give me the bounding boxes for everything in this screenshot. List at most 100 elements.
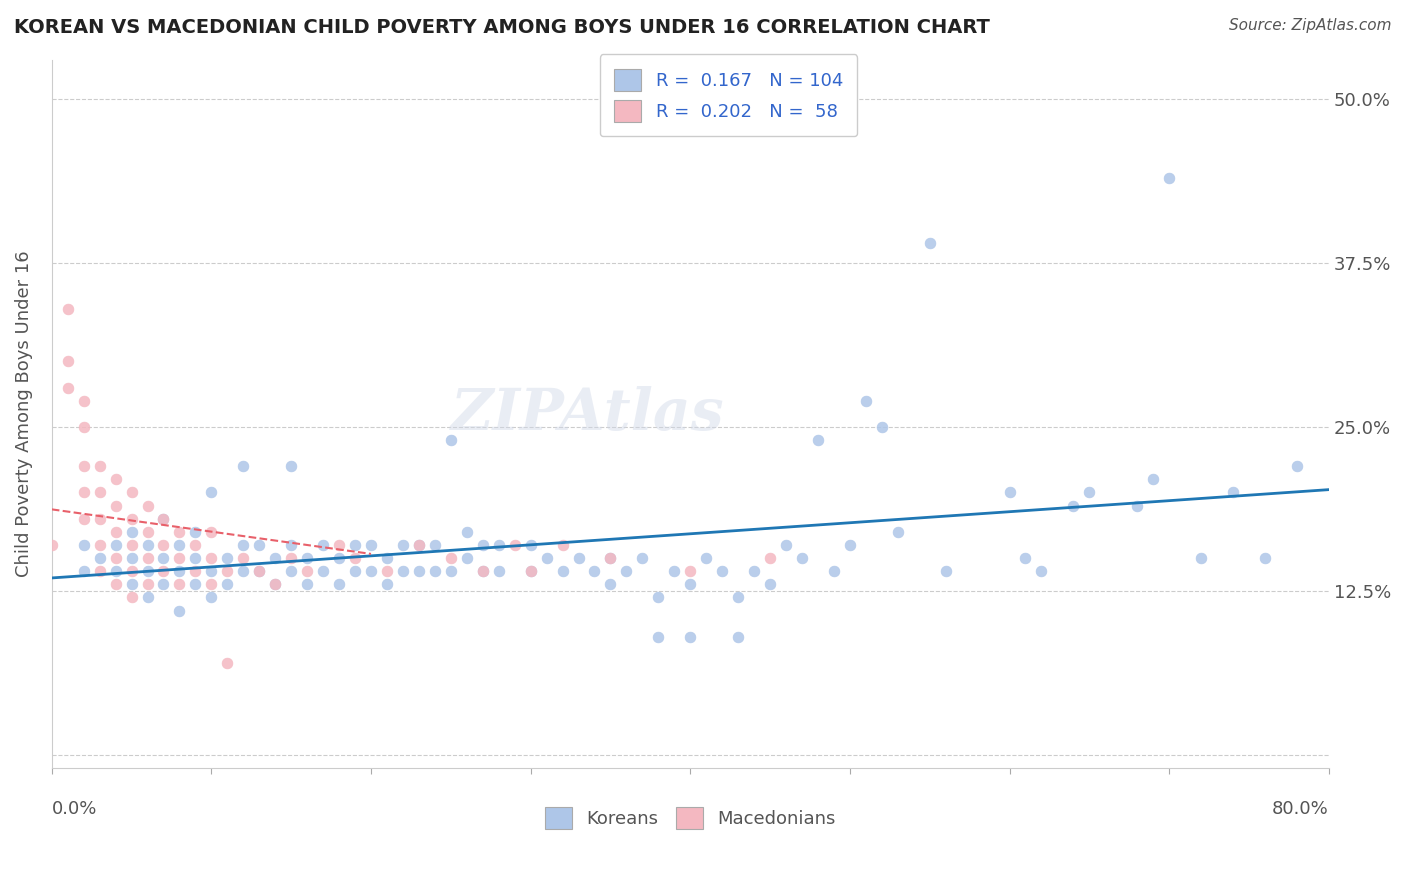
Point <box>136 499 159 513</box>
Point <box>152 512 174 526</box>
Point <box>152 538 174 552</box>
Point <box>169 603 191 617</box>
Point <box>599 577 621 591</box>
Point <box>247 564 270 578</box>
Point <box>200 591 222 605</box>
Point <box>328 577 350 591</box>
Point <box>217 564 239 578</box>
Point <box>41 538 63 552</box>
Point <box>392 564 415 578</box>
Point <box>121 551 143 566</box>
Point <box>169 551 191 566</box>
Point <box>136 524 159 539</box>
Point <box>551 564 574 578</box>
Point <box>679 564 702 578</box>
Point <box>184 577 207 591</box>
Point <box>855 393 877 408</box>
Point <box>567 551 589 566</box>
Point <box>184 524 207 539</box>
Point <box>759 577 782 591</box>
Point <box>169 564 191 578</box>
Point <box>775 538 797 552</box>
Point <box>1078 485 1101 500</box>
Point <box>536 551 558 566</box>
Point <box>89 551 111 566</box>
Point <box>89 459 111 474</box>
Point <box>73 393 96 408</box>
Point <box>392 538 415 552</box>
Point <box>599 551 621 566</box>
Point <box>790 551 813 566</box>
Point <box>759 551 782 566</box>
Point <box>280 564 302 578</box>
Point <box>375 564 398 578</box>
Point <box>56 301 79 316</box>
Point <box>184 551 207 566</box>
Point <box>104 551 127 566</box>
Point <box>312 538 335 552</box>
Point <box>471 564 494 578</box>
Point <box>136 538 159 552</box>
Point <box>456 551 478 566</box>
Point <box>280 551 302 566</box>
Point <box>471 538 494 552</box>
Point <box>360 564 382 578</box>
Point <box>488 538 510 552</box>
Point <box>838 538 860 552</box>
Point <box>200 524 222 539</box>
Point <box>344 538 367 552</box>
Point <box>616 564 638 578</box>
Point <box>295 577 318 591</box>
Point <box>727 591 749 605</box>
Point <box>121 577 143 591</box>
Point <box>295 551 318 566</box>
Point <box>247 564 270 578</box>
Point <box>280 538 302 552</box>
Point <box>344 551 367 566</box>
Text: 80.0%: 80.0% <box>1272 800 1329 818</box>
Point <box>264 577 287 591</box>
Point <box>998 485 1021 500</box>
Point <box>807 433 830 447</box>
Text: KOREAN VS MACEDONIAN CHILD POVERTY AMONG BOYS UNDER 16 CORRELATION CHART: KOREAN VS MACEDONIAN CHILD POVERTY AMONG… <box>14 18 990 37</box>
Point <box>823 564 845 578</box>
Point <box>104 524 127 539</box>
Point <box>152 577 174 591</box>
Text: ZIPAtlas: ZIPAtlas <box>451 385 725 442</box>
Point <box>328 551 350 566</box>
Point <box>121 485 143 500</box>
Point <box>136 551 159 566</box>
Point <box>711 564 734 578</box>
Point <box>169 538 191 552</box>
Point <box>887 524 910 539</box>
Point <box>440 551 463 566</box>
Point <box>73 512 96 526</box>
Text: Source: ZipAtlas.com: Source: ZipAtlas.com <box>1229 18 1392 33</box>
Point <box>152 551 174 566</box>
Point <box>152 564 174 578</box>
Point <box>200 577 222 591</box>
Point <box>519 564 541 578</box>
Point <box>89 564 111 578</box>
Point <box>1014 551 1036 566</box>
Point <box>121 591 143 605</box>
Point <box>1126 499 1149 513</box>
Point <box>184 564 207 578</box>
Point <box>647 591 669 605</box>
Point <box>264 551 287 566</box>
Point <box>104 499 127 513</box>
Point <box>104 538 127 552</box>
Point <box>232 551 254 566</box>
Point <box>73 538 96 552</box>
Point <box>295 564 318 578</box>
Point <box>647 630 669 644</box>
Y-axis label: Child Poverty Among Boys Under 16: Child Poverty Among Boys Under 16 <box>15 251 32 577</box>
Point <box>264 577 287 591</box>
Point <box>136 591 159 605</box>
Point <box>870 420 893 434</box>
Legend: Koreans, Macedonians: Koreans, Macedonians <box>530 793 851 844</box>
Point <box>519 564 541 578</box>
Point <box>471 564 494 578</box>
Point <box>217 551 239 566</box>
Point <box>423 564 446 578</box>
